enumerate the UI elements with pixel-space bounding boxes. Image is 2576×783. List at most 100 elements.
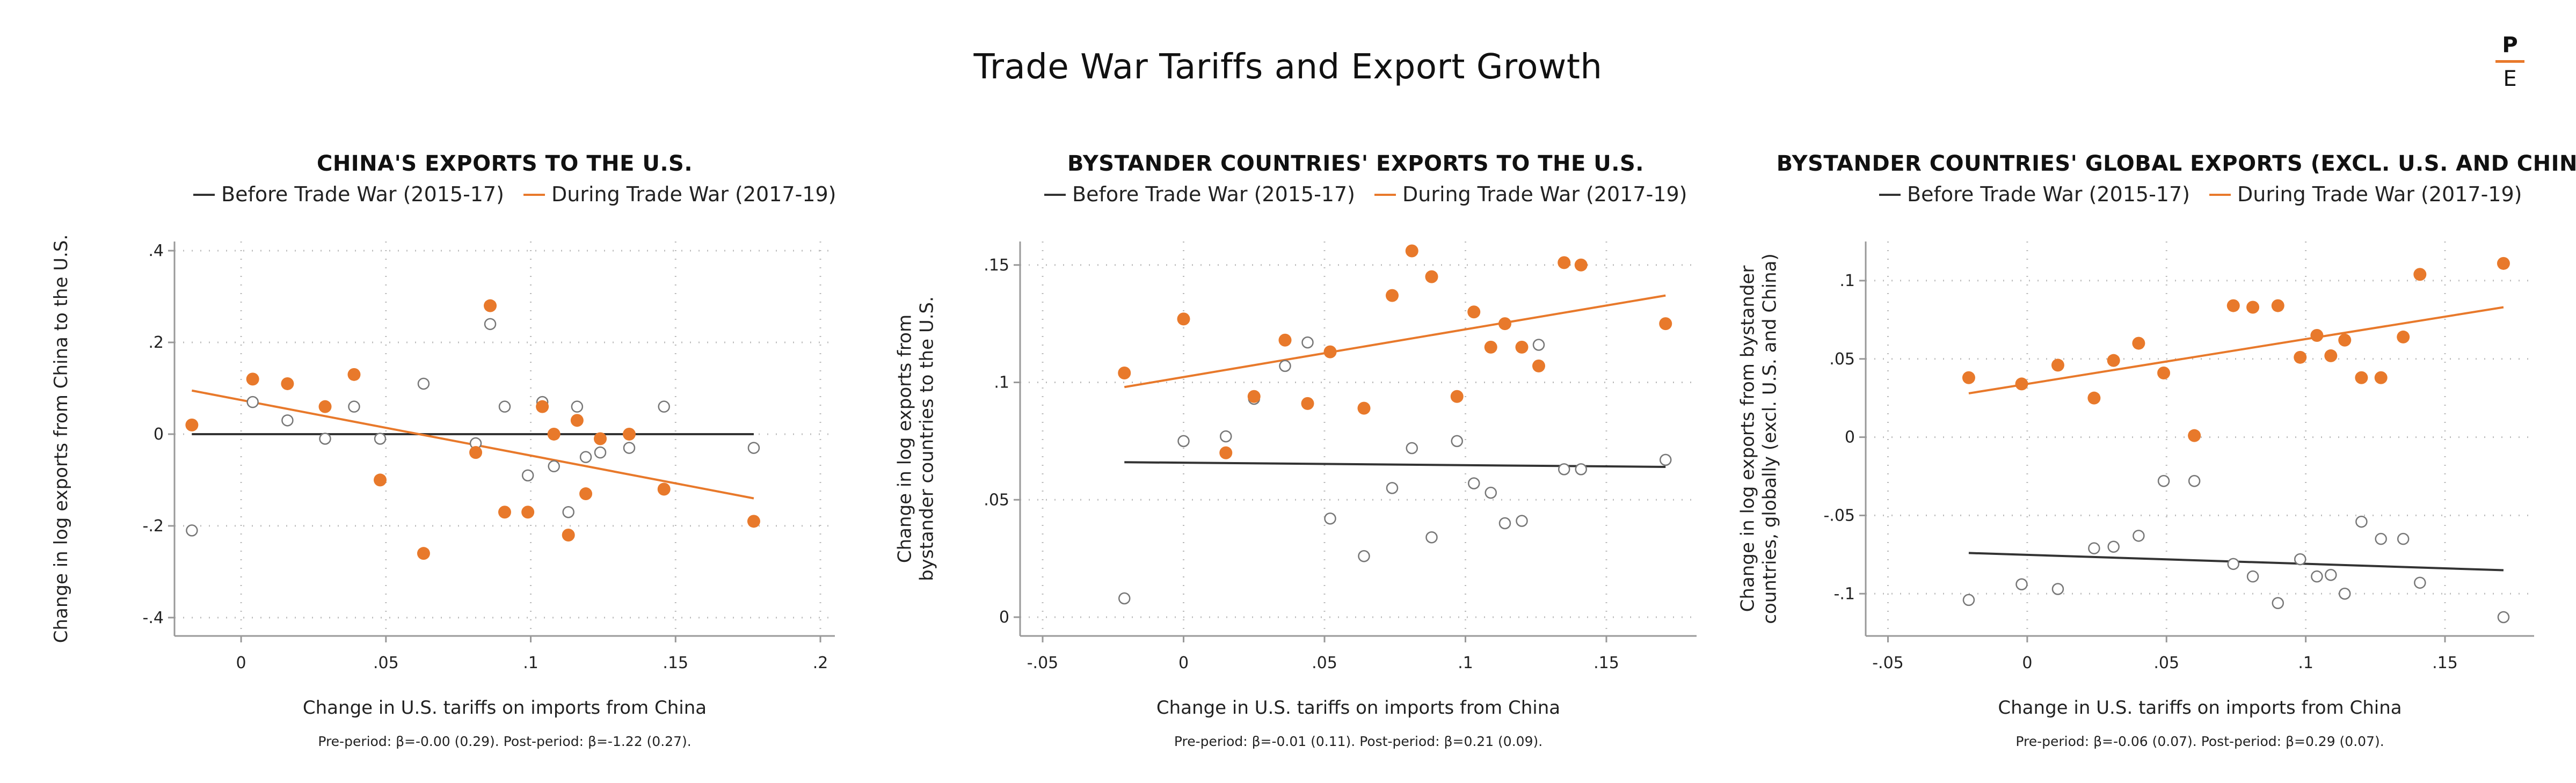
x-tick-label: .1 (1458, 654, 1473, 672)
y-tick-label: -.05 (1823, 506, 1855, 525)
point-before (2157, 475, 2170, 487)
point-before (2311, 570, 2323, 583)
point-during (1450, 390, 1464, 403)
chart-legend: Before Trade War (2015-17) During Trade W… (1879, 182, 2522, 206)
point-before (484, 318, 497, 331)
point-during (1118, 367, 1131, 379)
chart-legend: Before Trade War (2015-17) During Trade W… (1044, 182, 1687, 206)
point-before (623, 442, 636, 454)
point-before (2355, 515, 2368, 528)
point-before (1177, 435, 1190, 448)
point-before (417, 377, 430, 390)
fit-line-during (1124, 294, 1666, 389)
point-before (319, 433, 331, 445)
point-during (1532, 359, 1545, 372)
point-before (2051, 583, 2064, 595)
legend-label-before: Before Trade War (2015-17) (1907, 182, 2190, 206)
point-before (571, 400, 584, 413)
point-during (347, 368, 361, 381)
point-during (185, 418, 199, 431)
point-during (484, 299, 497, 312)
chart-title: BYSTANDER COUNTRIES' GLOBAL EXPORTS (EXC… (1777, 151, 2576, 176)
point-during (594, 432, 607, 445)
point-during (1357, 401, 1371, 415)
y-axis-label: Change in log exports from bystandercoun… (1737, 253, 1781, 624)
y-tick-label: .1 (994, 374, 1009, 392)
point-during (2355, 371, 2368, 384)
point-during (1386, 289, 1399, 302)
legend-label-before: Before Trade War (2015-17) (221, 182, 504, 206)
point-during (2413, 268, 2427, 281)
x-tick-label: -.05 (1027, 654, 1059, 672)
point-before (348, 400, 360, 413)
x-tick-label: .1 (523, 654, 539, 672)
point-during (2397, 330, 2410, 343)
point-before (2272, 597, 2284, 609)
point-during (1574, 258, 1588, 272)
x-tick-label: 0 (236, 654, 246, 672)
x-axis-label: Change in U.S. tariffs on imports from C… (1156, 697, 1560, 719)
point-before (1498, 517, 1511, 530)
point-during (318, 400, 332, 413)
point-before (281, 414, 294, 427)
point-before (594, 446, 607, 459)
point-during (2157, 367, 2171, 379)
regression-note: Pre-period: β=-0.01 (0.11). Post-period:… (1174, 734, 1542, 749)
point-during (2132, 336, 2145, 350)
logo-divider (2495, 60, 2524, 63)
point-before (1451, 435, 1463, 448)
point-before (246, 396, 259, 408)
logo-letter-top: P (2502, 33, 2518, 57)
x-tick-label: .1 (2298, 654, 2313, 672)
point-during (2051, 358, 2064, 372)
point-before (658, 400, 670, 413)
x-tick-label: .15 (2432, 654, 2458, 672)
point-during (2324, 349, 2338, 362)
regression-note: Pre-period: β=-0.06 (0.07). Post-period:… (2015, 734, 2384, 749)
x-tick-label: -.05 (1872, 654, 1904, 672)
point-before (2397, 532, 2410, 545)
point-during (246, 372, 259, 386)
point-during (521, 506, 535, 519)
x-axis-label: Change in U.S. tariffs on imports from C… (303, 697, 707, 719)
point-during (1515, 340, 1529, 354)
point-during (1405, 244, 1418, 258)
point-before (1386, 482, 1399, 494)
y-tick-label: -.4 (143, 609, 164, 627)
point-before (1468, 477, 1480, 489)
y-axis-label: Change in log exports frombystander coun… (894, 296, 938, 581)
point-before (498, 400, 511, 413)
point-during (2188, 429, 2201, 442)
point-before (1358, 550, 1370, 562)
point-during (469, 446, 483, 459)
point-during (374, 473, 387, 487)
point-before (2325, 569, 2337, 581)
legend-label-during: During Trade War (2017-19) (2237, 182, 2522, 206)
page-title: Trade War Tariffs and Export Growth (973, 47, 1603, 87)
point-during (2107, 354, 2120, 367)
x-tick-label: .05 (1312, 654, 1337, 672)
point-during (547, 427, 561, 441)
point-before (1558, 463, 1570, 475)
point-before (2227, 558, 2239, 570)
y-tick-label: .2 (148, 333, 164, 352)
point-before (1301, 336, 1314, 349)
chart-title: CHINA'S EXPORTS TO THE U.S. (317, 151, 693, 176)
point-before (2339, 588, 2351, 600)
point-before (374, 433, 387, 445)
y-tick-label: -.1 (1834, 584, 1855, 603)
point-before (186, 524, 198, 537)
point-before (2133, 530, 2145, 542)
point-before (1118, 592, 1131, 605)
point-before (1220, 430, 1232, 443)
point-before (1406, 442, 1418, 455)
point-during (1278, 333, 1292, 347)
point-before (2015, 578, 2028, 590)
x-tick-label: .05 (373, 654, 399, 672)
point-during (579, 487, 593, 501)
legend-label-before: Before Trade War (2015-17) (1072, 182, 1355, 206)
point-before (747, 442, 760, 454)
point-during (1659, 317, 1672, 331)
point-before (1660, 453, 1672, 466)
point-during (2246, 301, 2260, 314)
